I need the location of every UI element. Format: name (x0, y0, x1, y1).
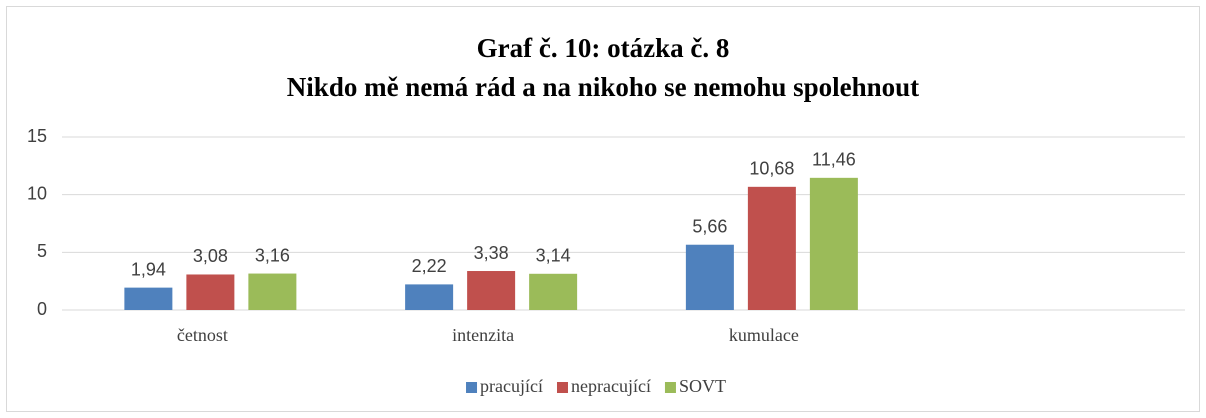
bar (467, 271, 516, 310)
legend-label: pracující (480, 376, 543, 396)
chart-title: Nikdo mě nemá rád a na nikoho se nemohu … (287, 72, 919, 102)
y-tick-label: 5 (37, 241, 47, 261)
x-tick-label: intenzita (452, 325, 514, 345)
legend-swatch (556, 382, 568, 393)
bar (248, 273, 297, 310)
data-label: 3,14 (536, 246, 571, 266)
legend-swatch (664, 382, 676, 393)
data-label: 5,66 (692, 216, 727, 236)
legend-label: SOVT (679, 376, 726, 396)
bar (529, 273, 578, 310)
data-label: 11,46 (812, 150, 856, 170)
x-tick-label: kumulace (729, 325, 799, 345)
bar (405, 284, 454, 310)
bar (124, 287, 173, 310)
legend-label: nepracující (571, 376, 651, 396)
y-tick-label: 0 (37, 299, 47, 319)
bar (685, 244, 734, 310)
chart-title: Graf č. 10: otázka č. 8 (477, 33, 730, 63)
data-label: 1,94 (131, 259, 166, 279)
bar (747, 186, 796, 310)
y-tick-label: 10 (27, 183, 47, 203)
chart-frame (6, 6, 1200, 412)
bar (186, 274, 235, 310)
y-tick-label: 15 (27, 126, 47, 146)
bar (809, 177, 858, 310)
data-label: 10,68 (749, 159, 794, 179)
legend-swatch (466, 382, 478, 393)
data-label: 3,08 (193, 246, 228, 266)
data-label: 2,22 (412, 256, 447, 276)
data-label: 3,16 (255, 245, 290, 265)
data-label: 3,38 (474, 243, 509, 263)
x-tick-label: četnost (177, 325, 228, 345)
